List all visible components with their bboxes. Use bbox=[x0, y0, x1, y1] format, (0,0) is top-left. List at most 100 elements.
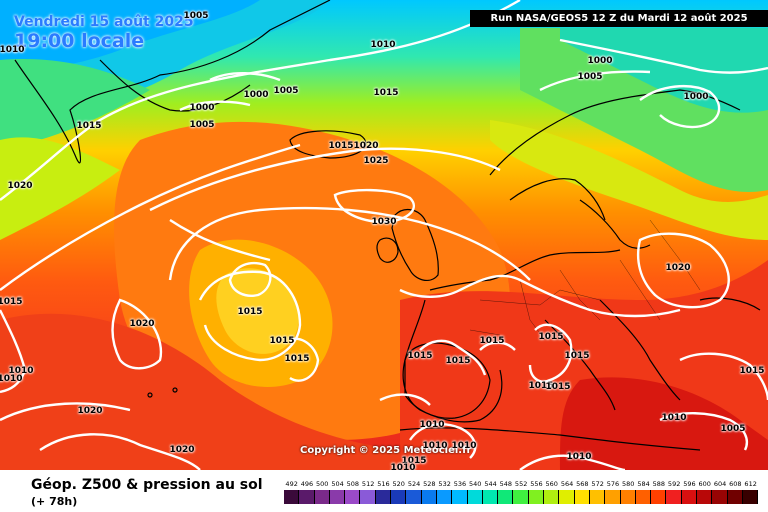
legend-labels: 492 496 500 504 508 512 516 520 524 528 532 536 540 5… bbox=[284, 480, 757, 490]
isobar-label: 1015 bbox=[373, 88, 399, 98]
legend-swatch bbox=[329, 490, 346, 504]
legend-swatch bbox=[651, 490, 667, 504]
legend-label: 604 bbox=[713, 480, 727, 488]
legend-label: 540 bbox=[469, 480, 482, 488]
isobar-label: 1015 bbox=[401, 456, 427, 466]
isobar-label: 1015 bbox=[328, 141, 354, 151]
isobar-label: 1010 bbox=[566, 452, 592, 462]
legend-swatch bbox=[436, 490, 453, 504]
isobar-label: 1010 bbox=[390, 463, 416, 470]
map-title: Géop. Z500 & pression au sol bbox=[31, 477, 263, 493]
isobar-label: 1015 bbox=[479, 336, 505, 346]
isobar-label: 1010 bbox=[0, 374, 23, 384]
legend-swatch bbox=[605, 490, 621, 504]
cold-core-west bbox=[0, 0, 260, 75]
legend-swatch bbox=[635, 490, 652, 504]
isobar-label: 1015 bbox=[545, 382, 571, 392]
isobar-label: 1015 bbox=[407, 351, 433, 361]
isobar-label: 1025 bbox=[363, 156, 389, 166]
copyright-text: Copyright © 2025 Meteociel.fr bbox=[300, 445, 472, 456]
legend-label: 508 bbox=[346, 480, 360, 488]
legend-swatch bbox=[697, 490, 713, 504]
isobar-label: 1000 bbox=[683, 92, 709, 102]
legend-swatch bbox=[467, 490, 483, 504]
isobar-label: 1010 bbox=[0, 45, 25, 55]
isobar-label: 1005 bbox=[273, 86, 299, 96]
coastlines bbox=[14, 0, 761, 451]
legend-label: 576 bbox=[606, 480, 620, 488]
isobar-label: 1020 bbox=[665, 263, 691, 273]
weather-map: Vendredi 15 août 2025 19:00 locale Run N… bbox=[0, 0, 768, 470]
legend-label: 580 bbox=[622, 480, 635, 488]
legend-swatch bbox=[513, 490, 529, 504]
legend-label: 548 bbox=[499, 480, 513, 488]
legend-swatch bbox=[360, 490, 376, 504]
isobar-label: 1000 bbox=[587, 56, 613, 66]
legend-label: 492 bbox=[285, 480, 298, 488]
isobar-label: 1005 bbox=[720, 424, 746, 434]
legend-label: 572 bbox=[591, 480, 604, 488]
isobar-label: 1005 bbox=[183, 11, 209, 21]
isobar-label: 1015 bbox=[284, 354, 310, 364]
isobar-label: 1015 bbox=[739, 366, 765, 376]
model-run-label: Run NASA/GEOS5 12 Z du Mardi 12 août 202… bbox=[470, 10, 768, 27]
yellow-zone-east bbox=[490, 120, 768, 240]
legend-swatch bbox=[421, 490, 437, 504]
legend-label: 532 bbox=[438, 480, 451, 488]
isobar-label: 1010 bbox=[8, 366, 34, 376]
legend-swatch bbox=[498, 490, 514, 504]
legend-label: 592 bbox=[667, 480, 681, 488]
cold-core-east bbox=[560, 28, 768, 113]
isobar-label: 1015 bbox=[564, 351, 590, 361]
isobar-label: 1000 bbox=[243, 90, 269, 100]
green-zone-west bbox=[0, 59, 150, 150]
isobar-label: 1005 bbox=[189, 120, 215, 130]
forecast-date: Vendredi 15 août 2025 bbox=[14, 14, 194, 30]
isobar-label: 1020 bbox=[7, 181, 33, 191]
legend-label: 512 bbox=[361, 480, 375, 488]
isobar-label: 1010 bbox=[422, 441, 448, 451]
legend-label: 496 bbox=[300, 480, 314, 488]
legend-label: 584 bbox=[637, 480, 650, 488]
legend-swatch bbox=[544, 490, 560, 504]
isobar-label: 1000 bbox=[189, 103, 215, 113]
isobar-label: 1015 bbox=[0, 297, 23, 307]
isobar-label: 1015 bbox=[538, 332, 564, 342]
country-borders bbox=[469, 219, 701, 341]
isobar-label: 1010 bbox=[419, 420, 445, 430]
geopotential-field bbox=[0, 0, 768, 470]
isobar-label: 1010 bbox=[451, 441, 477, 451]
legend-swatch bbox=[666, 490, 682, 504]
legend-label: 536 bbox=[453, 480, 467, 488]
isobar-label: 1020 bbox=[353, 141, 379, 151]
legend-label: 500 bbox=[316, 480, 329, 488]
south-red-west bbox=[0, 313, 400, 470]
legend-label: 612 bbox=[744, 480, 757, 488]
legend-label: 520 bbox=[392, 480, 405, 488]
isobars bbox=[0, 0, 768, 470]
legend-swatch bbox=[620, 490, 636, 504]
isobar-label: 1015 bbox=[445, 356, 471, 366]
legend-label: 504 bbox=[331, 480, 344, 488]
isobar-label: 1010 bbox=[370, 40, 396, 50]
legend-label: 528 bbox=[423, 480, 436, 488]
isobar-label: 1020 bbox=[77, 406, 103, 416]
isobar-label: 1010 bbox=[661, 413, 687, 423]
isobar-label: 1020 bbox=[129, 319, 155, 329]
legend-swatch bbox=[574, 490, 590, 504]
legend-swatch bbox=[589, 490, 606, 504]
legend-swatch bbox=[528, 490, 545, 504]
legend-swatch bbox=[452, 490, 468, 504]
legend-swatch bbox=[284, 490, 300, 504]
yellow-green-zone-west bbox=[0, 137, 120, 240]
south-darkred bbox=[560, 377, 768, 470]
legend-label: 564 bbox=[560, 480, 574, 488]
isobar-label: 1005 bbox=[577, 72, 603, 82]
legend-swatch bbox=[482, 490, 499, 504]
forecast-datetime: Vendredi 15 août 2025 19:00 locale bbox=[14, 14, 194, 52]
legend-label: 568 bbox=[576, 480, 589, 488]
isobar-label: 1015 bbox=[76, 121, 102, 131]
legend-label: 524 bbox=[407, 480, 421, 488]
legend-label: 588 bbox=[652, 480, 666, 488]
isobar-label: 1030 bbox=[371, 217, 397, 227]
